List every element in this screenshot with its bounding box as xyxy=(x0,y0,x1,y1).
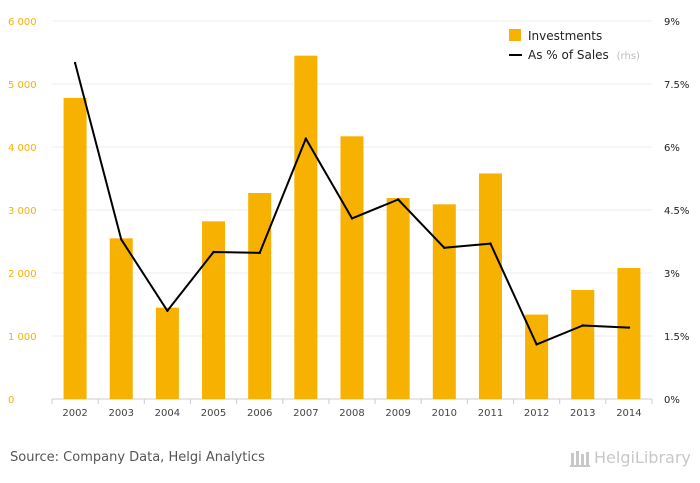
y-left-tick-label: 6 000 xyxy=(8,17,37,28)
y-left-tick-label: 1 000 xyxy=(8,332,37,343)
point-sales-pct-2004 xyxy=(166,309,169,312)
point-sales-pct-2002 xyxy=(73,61,77,65)
legend: Investments As % of Sales (rhs) xyxy=(509,29,640,62)
y-left-tick-label: 2 000 xyxy=(8,269,37,280)
bars xyxy=(63,55,641,400)
legend-swatch-investments xyxy=(509,29,521,41)
legend-label-sales-pct-text: As % of Sales xyxy=(528,48,609,62)
y-right-tick-label: 3% xyxy=(664,269,680,280)
bar-investments-2004 xyxy=(155,307,179,399)
x-tick-label: 2012 xyxy=(524,408,549,419)
point-sales-pct-2010 xyxy=(443,246,446,249)
bar-investments-2009 xyxy=(386,198,410,399)
point-sales-pct-2009 xyxy=(396,198,400,201)
y-left-tick-label: 4 000 xyxy=(8,143,37,154)
bar-investments-2008 xyxy=(340,136,364,400)
line-layer xyxy=(73,61,631,346)
x-tick-label: 2009 xyxy=(385,408,410,419)
bar-investments-2014 xyxy=(617,267,641,399)
point-sales-pct-2005 xyxy=(212,250,215,254)
y-axis-left: 0 1 000 2 000 3 000 4 000 5 000 6 000 xyxy=(8,17,37,406)
x-tick-label: 2005 xyxy=(201,408,226,419)
y-right-tick-label: 6% xyxy=(664,143,680,154)
brand-logo: HelgiLibrary xyxy=(570,448,691,467)
point-sales-pct-2006 xyxy=(258,251,261,255)
bar-investments-2006 xyxy=(248,192,272,399)
legend-label-rhs-suffix: (rhs) xyxy=(617,51,640,62)
x-tick-label: 2008 xyxy=(339,408,364,419)
x-tick-label: 2003 xyxy=(109,408,134,419)
bar-investments-2011 xyxy=(478,173,502,399)
y-right-tick-label: 4.5% xyxy=(664,206,689,217)
point-sales-pct-2014 xyxy=(627,326,631,329)
point-sales-pct-2011 xyxy=(489,242,492,245)
point-sales-pct-2012 xyxy=(535,343,538,346)
point-sales-pct-2008 xyxy=(350,217,354,220)
brand-name: HelgiLibrary xyxy=(594,448,691,467)
source-note: Source: Company Data, Helgi Analytics xyxy=(10,450,265,465)
bar-investments-2013 xyxy=(571,290,595,399)
x-tick-label: 2007 xyxy=(293,408,318,419)
y-right-tick-label: 1.5% xyxy=(664,332,689,343)
x-tick-label: 2011 xyxy=(478,408,503,419)
y-right-tick-label: 0% xyxy=(664,395,680,406)
point-sales-pct-2007 xyxy=(304,137,308,140)
y-left-tick-label: 3 000 xyxy=(8,206,37,217)
bar-investments-2012 xyxy=(525,314,549,399)
bar-investments-2002 xyxy=(63,97,87,400)
x-tick-label: 2002 xyxy=(62,408,87,419)
bar-investments-2010 xyxy=(432,204,456,399)
x-tick-label: 2004 xyxy=(155,408,180,419)
y-right-tick-label: 9% xyxy=(664,17,680,28)
y-right-tick-label: 7.5% xyxy=(664,80,689,91)
x-tick-label: 2013 xyxy=(570,408,595,419)
bar-investments-2005 xyxy=(202,221,226,399)
bar-investments-2003 xyxy=(109,238,133,399)
x-tick-label: 2010 xyxy=(432,408,457,419)
legend-label-investments: Investments xyxy=(528,29,602,43)
y-left-tick-label: 5 000 xyxy=(8,80,37,91)
x-tick-label: 2014 xyxy=(616,408,641,419)
y-left-tick-label: 0 xyxy=(8,395,14,406)
chart: 0 1 000 2 000 3 000 4 000 5 000 6 000 0% 1.5% 3%… xyxy=(8,17,689,419)
x-tick-label: 2006 xyxy=(247,408,272,419)
y-axis-right: 0% 1.5% 3% 4.5% 6% 7.5% 9% xyxy=(664,17,689,406)
point-sales-pct-2003 xyxy=(120,238,123,241)
bar-investments-2007 xyxy=(294,55,318,400)
x-axis: 2002 2003 2004 2005 2006 2007 2008 2009 2010 2011… xyxy=(51,399,653,419)
point-sales-pct-2013 xyxy=(581,324,584,327)
legend-label-sales-pct: As % of Sales (rhs) xyxy=(528,48,640,62)
library-icon xyxy=(570,450,590,467)
